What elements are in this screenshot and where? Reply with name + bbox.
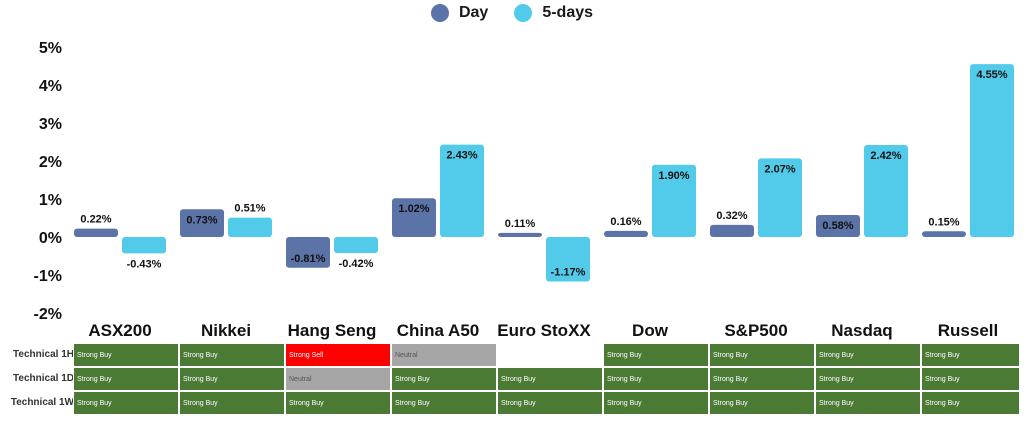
technical-cell: Strong Buy bbox=[179, 391, 285, 415]
technical-cell: Strong Buy bbox=[179, 343, 285, 367]
technical-cell: Strong Buy bbox=[603, 367, 709, 391]
bar-5days bbox=[440, 144, 484, 237]
data-label: 2.07% bbox=[764, 163, 795, 175]
x-tick-label: Russell bbox=[938, 321, 998, 340]
data-label: 0.11% bbox=[505, 218, 536, 230]
y-tick-label: 5% bbox=[39, 40, 62, 57]
y-tick-label: 0% bbox=[39, 230, 62, 247]
bar-day bbox=[180, 209, 224, 237]
bar-5days bbox=[122, 237, 166, 254]
technical-cell: Strong Buy bbox=[815, 391, 921, 415]
bar-day bbox=[710, 224, 754, 237]
technical-cell: Strong Buy bbox=[179, 367, 285, 391]
legend: Day 5-days bbox=[0, 4, 1024, 22]
data-label: -0.43% bbox=[127, 258, 162, 270]
data-label: 0.22% bbox=[80, 214, 111, 226]
x-tick-label: ASX200 bbox=[88, 321, 151, 340]
x-tick-label: China A50 bbox=[397, 321, 480, 340]
technical-cell: Strong Buy bbox=[391, 367, 497, 391]
technical-cell: Strong Buy bbox=[497, 367, 603, 391]
bar-day bbox=[604, 230, 648, 237]
technical-cell: Strong Buy bbox=[709, 343, 815, 367]
data-label: 0.32% bbox=[716, 210, 747, 222]
x-tick-label: Hang Seng bbox=[288, 321, 377, 340]
legend-label: Day bbox=[458, 4, 489, 21]
y-tick-label: -2% bbox=[34, 306, 62, 323]
technical-cell: Strong Buy bbox=[73, 391, 179, 415]
y-tick-label: 2% bbox=[39, 154, 62, 171]
data-label: 2.43% bbox=[446, 150, 477, 162]
x-tick-label: S&P500 bbox=[724, 321, 787, 340]
technical-cell: Strong Buy bbox=[497, 391, 603, 415]
technical-row: Technical 1W Strong Buy Strong Buy Strong B… bbox=[0, 391, 1024, 415]
y-tick-label: 1% bbox=[39, 192, 62, 209]
technical-cell: Strong Buy bbox=[603, 343, 709, 367]
technical-cell: Strong Buy bbox=[815, 343, 921, 367]
data-label: 0.16% bbox=[610, 216, 641, 228]
bar-5days bbox=[864, 145, 908, 237]
y-tick-label: -1% bbox=[34, 268, 62, 285]
technical-cell: Neutral bbox=[285, 367, 391, 391]
data-label: 1.02% bbox=[398, 203, 429, 215]
legend-swatch bbox=[514, 4, 533, 22]
bar-day bbox=[816, 214, 860, 237]
technical-cell: Neutral bbox=[391, 343, 497, 367]
data-label: -0.81% bbox=[291, 253, 326, 265]
technical-cell: Strong Buy bbox=[815, 367, 921, 391]
technical-row-label: Technical 1H bbox=[13, 349, 74, 360]
bar-5days bbox=[652, 164, 696, 237]
technical-cell: Strong Buy bbox=[285, 391, 391, 415]
technical-cell: Strong Buy bbox=[391, 391, 497, 415]
technical-cell: Strong Buy bbox=[921, 343, 1020, 367]
legend-swatch bbox=[430, 4, 449, 22]
technical-row: Technical 1D Strong Buy Strong Buy Neutral S… bbox=[0, 367, 1024, 391]
data-label: 0.15% bbox=[928, 216, 959, 228]
technical-cell bbox=[497, 343, 603, 367]
x-tick-label: Dow bbox=[632, 321, 669, 340]
technical-row-label: Technical 1D bbox=[13, 373, 74, 384]
technical-cell: Strong Sell bbox=[285, 343, 391, 367]
legend-item-1: 5-days bbox=[514, 4, 593, 22]
bar-day bbox=[286, 237, 330, 268]
y-tick-label: 3% bbox=[39, 116, 62, 133]
y-tick-label: 4% bbox=[39, 78, 62, 95]
bar-5days bbox=[970, 64, 1014, 237]
bar-day bbox=[74, 228, 118, 237]
data-label: -1.17% bbox=[551, 266, 586, 278]
bar-5days bbox=[334, 237, 378, 253]
technical-cell: Strong Buy bbox=[709, 367, 815, 391]
technical-cell: Strong Buy bbox=[921, 391, 1020, 415]
technical-cell: Strong Buy bbox=[73, 343, 179, 367]
bar-day bbox=[922, 231, 966, 237]
technical-cell: Strong Buy bbox=[921, 367, 1020, 391]
bar-5days bbox=[758, 158, 802, 237]
x-tick-label: Euro StoXX bbox=[497, 321, 591, 340]
bar-5days bbox=[546, 237, 590, 282]
bar-day bbox=[392, 198, 436, 237]
data-label: 0.58% bbox=[822, 220, 853, 232]
technical-cell: Strong Buy bbox=[709, 391, 815, 415]
technical-cell: Strong Buy bbox=[603, 391, 709, 415]
data-label: 0.73% bbox=[186, 214, 217, 226]
data-label: 1.90% bbox=[658, 170, 689, 182]
bar-day bbox=[498, 232, 542, 237]
data-label: -0.42% bbox=[339, 258, 374, 270]
legend-item-0: Day bbox=[430, 4, 489, 22]
technical-row: Technical 1H Strong Buy Strong Buy Strong S… bbox=[0, 343, 1024, 367]
bar-5days bbox=[228, 217, 272, 237]
data-label: 4.55% bbox=[976, 69, 1007, 81]
bar-chart: 5% 4% 3% 2% 1% 0% -1% -2% 0.22% -0.43% ASX200 0.73%… bbox=[34, 40, 1014, 340]
technical-row-label: Technical 1W bbox=[10, 397, 74, 408]
technical-cell: Strong Buy bbox=[73, 367, 179, 391]
data-label: 2.42% bbox=[870, 150, 901, 162]
x-tick-label: Nikkei bbox=[201, 321, 251, 340]
x-tick-label: Nasdaq bbox=[831, 321, 892, 340]
legend-label: 5-days bbox=[542, 4, 594, 21]
data-label: 0.51% bbox=[234, 203, 265, 215]
